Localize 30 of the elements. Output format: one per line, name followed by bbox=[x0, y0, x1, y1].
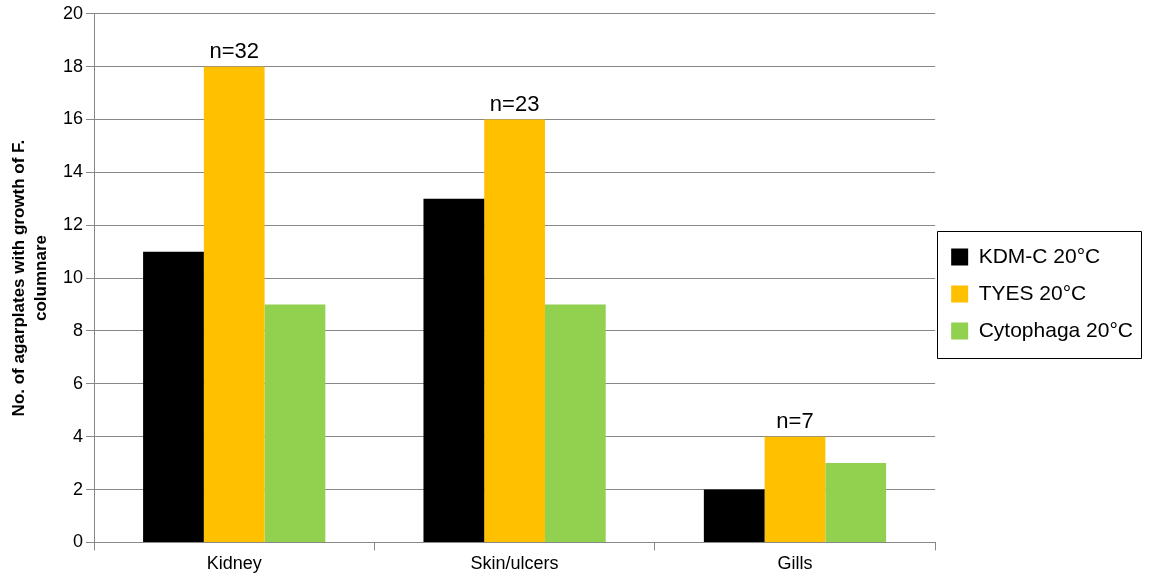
y-tick-label: 2 bbox=[73, 478, 84, 499]
y-tick-label: 0 bbox=[73, 531, 84, 552]
x-tick-label: Skin/ulcers bbox=[470, 553, 559, 574]
y-tick-label: 12 bbox=[62, 214, 84, 235]
bar bbox=[484, 119, 545, 542]
annotation: n=32 bbox=[209, 37, 259, 63]
y-tick-label: 18 bbox=[62, 55, 84, 76]
legend-label: KDM-C 20°C bbox=[978, 243, 1101, 267]
x-tick-label: Kidney bbox=[206, 553, 262, 574]
y-tick-label: 10 bbox=[62, 267, 84, 288]
bar bbox=[264, 304, 326, 542]
bar bbox=[423, 198, 485, 542]
legend-label: Cytophaga 20°C bbox=[978, 317, 1134, 341]
y-tick-label: 4 bbox=[73, 425, 84, 446]
bar bbox=[203, 66, 265, 542]
legend-label: TYES 20°C bbox=[978, 280, 1087, 304]
y-tick-label: 6 bbox=[73, 372, 84, 393]
bar bbox=[703, 489, 765, 542]
bar bbox=[764, 436, 826, 542]
bar bbox=[143, 251, 204, 542]
bar bbox=[825, 463, 887, 542]
y-tick-label: 8 bbox=[73, 319, 84, 340]
annotation: n=7 bbox=[776, 407, 814, 433]
y-tick-label: 14 bbox=[62, 161, 84, 182]
y-axis-title: No. of agarplates with growth of F. columnare bbox=[8, 138, 51, 419]
y-tick-label: 16 bbox=[62, 108, 84, 129]
annotation: n=23 bbox=[489, 90, 540, 116]
bar bbox=[544, 304, 606, 542]
y-tick-label: 20 bbox=[62, 2, 84, 23]
x-tick-label: Gills bbox=[777, 553, 813, 574]
